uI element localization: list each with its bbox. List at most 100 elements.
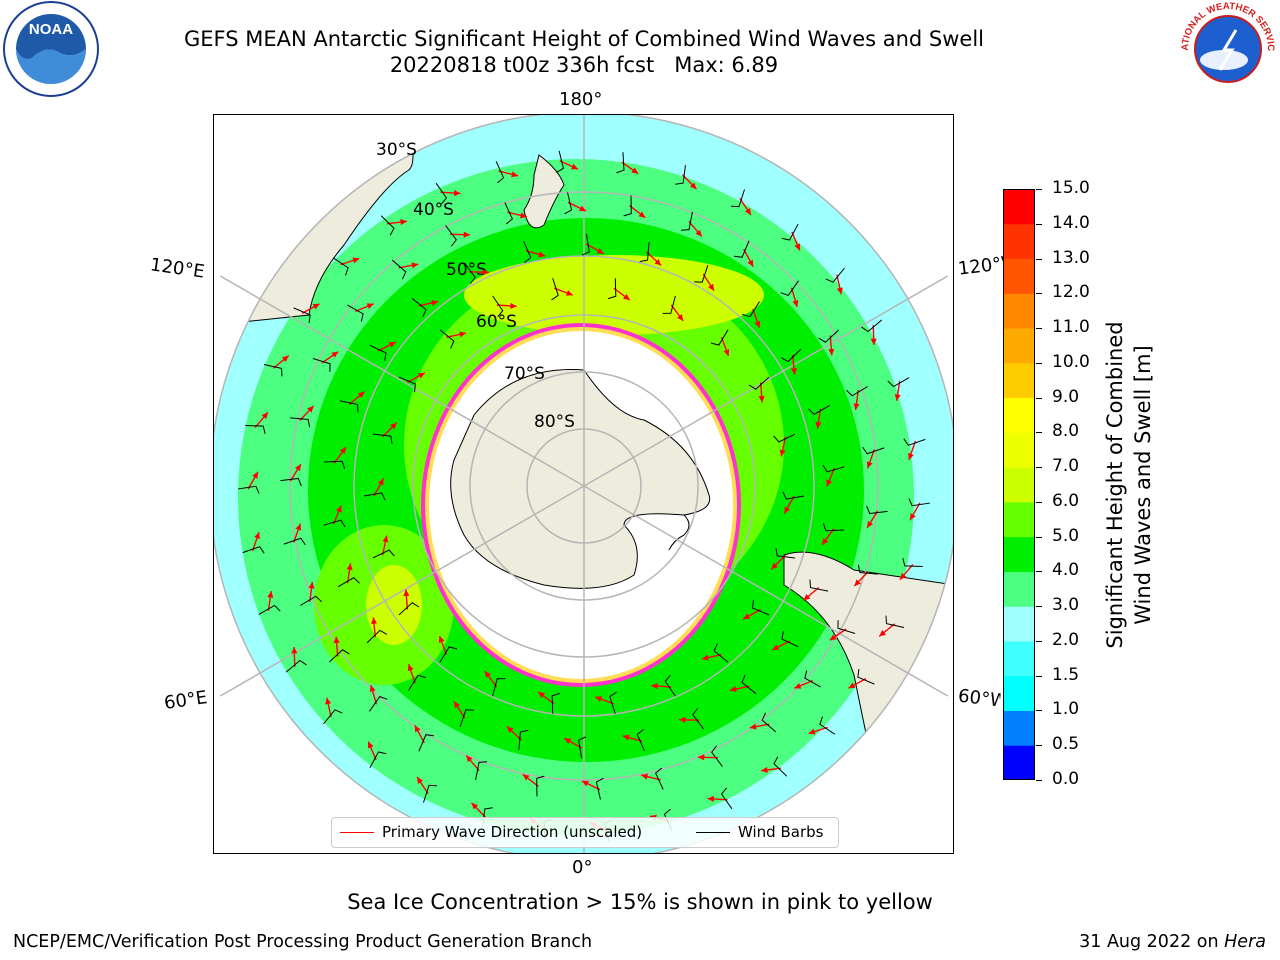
wave-arrowhead: [679, 716, 686, 723]
wind-barb: [398, 602, 420, 616]
wave-arrowhead: [815, 421, 822, 429]
wind-barb: [862, 446, 885, 455]
wave-arrowhead: [352, 257, 360, 264]
wind-barb: [536, 775, 545, 797]
antarctica-landmass: [450, 369, 711, 589]
wind-barb: [902, 557, 923, 568]
wind-barb: [323, 519, 346, 528]
wave-arrowhead: [370, 617, 378, 624]
wave-arrowhead: [417, 372, 425, 379]
colorbar-tick-label: 7.0: [1052, 456, 1080, 477]
colorbar: [1003, 189, 1035, 781]
wave-arrowhead: [411, 262, 419, 269]
legend-barb-label: Wind Barbs: [738, 823, 824, 841]
lon-label-lower-right: 60°W: [956, 685, 1002, 712]
wave-arrowhead: [333, 636, 340, 644]
colorbar-tick-label: 2.0: [1052, 629, 1080, 650]
colorbar-swatch: [1003, 258, 1035, 294]
wind-barb: [710, 329, 729, 346]
wave-arrowhead: [538, 251, 546, 258]
wave-arrowhead: [579, 205, 587, 212]
wave-arrowhead: [771, 562, 778, 570]
wind-barb: [713, 643, 729, 663]
wind-barb: [398, 376, 417, 393]
wave-arrowhead: [836, 287, 843, 295]
colorbar-swatch: [1003, 362, 1035, 399]
wind-barb: [411, 297, 427, 318]
wind-barb: [551, 278, 559, 301]
lon-label-lower-left: 60°E: [162, 687, 209, 714]
wave-field-6to7m: [464, 255, 764, 335]
wave-arrowhead: [894, 394, 901, 401]
wave-arrowhead: [294, 464, 301, 472]
colorbar-swatch: [1003, 501, 1035, 538]
wind-barb: [775, 547, 796, 559]
credit-branch: NCEP/EMC/Verification Post Processing Pr…: [13, 932, 593, 952]
meridian-line: [219, 275, 585, 487]
wave-arrowhead: [779, 449, 786, 457]
wave-arrowhead: [308, 582, 315, 589]
wave-arrowhead: [803, 594, 811, 601]
colorbar-tick-mark: [1036, 640, 1042, 642]
wave-arrowhead: [459, 331, 467, 338]
wind-barb: [694, 264, 709, 283]
wave-arrowhead: [466, 755, 473, 763]
wave-arrowhead: [335, 505, 342, 513]
lon-label-top: 180°: [559, 89, 603, 110]
wind-barb: [423, 784, 438, 803]
wind-barb: [734, 240, 750, 258]
wind-barb: [780, 348, 802, 363]
colorbar-swatch: [1003, 606, 1035, 642]
noaa-logo: NOAA: [2, 0, 100, 98]
wave-arrowhead: [701, 654, 709, 661]
colorbar-swatch: [1003, 536, 1035, 572]
wind-barb: [780, 280, 799, 296]
colorbar-swatch: [1003, 223, 1035, 260]
wind-barb: [363, 492, 386, 501]
wind-barb: [773, 433, 796, 443]
wind-barb: [885, 615, 905, 629]
wave-arrowhead: [295, 523, 302, 531]
wind-barb: [366, 629, 388, 644]
wind-barb: [581, 233, 590, 256]
colorbar-tick-mark: [1036, 606, 1042, 608]
wave-arrowhead: [631, 167, 639, 174]
wind-barb: [903, 438, 926, 446]
colorbar-tick-label: 6.0: [1052, 490, 1080, 511]
wind-barb: [782, 491, 805, 500]
colorbar-swatch: [1003, 432, 1035, 468]
wave-arrowhead: [390, 422, 397, 430]
wave-arrowhead: [866, 461, 873, 469]
colorbar-swatches: [1003, 189, 1035, 781]
wave-arrowhead: [794, 683, 802, 689]
colorbar-tick-label: 12.0: [1052, 282, 1090, 303]
wave-arrowhead: [749, 723, 757, 730]
wind-barb: [372, 433, 393, 445]
colorbar-tick-label: 0.0: [1052, 769, 1080, 789]
wave-arrowhead: [453, 189, 461, 197]
wind-barb: [675, 165, 686, 185]
colorbar-swatch: [1003, 467, 1035, 503]
wind-barb: [636, 729, 645, 752]
wind-barb: [369, 751, 387, 769]
antarctic-peninsula: [668, 514, 690, 551]
colorbar-swatch: [1003, 397, 1035, 433]
wave-arrowhead: [654, 259, 662, 266]
colorbar-label-line1: Significant Height of Combined: [1103, 321, 1127, 648]
wave-arrowhead: [822, 537, 829, 545]
wind-barb: [293, 307, 311, 323]
colorbar-swatch: [1003, 745, 1035, 781]
wave-arrowhead: [677, 314, 684, 321]
wave-arrowhead: [388, 342, 396, 348]
wind-barb: [324, 460, 346, 470]
wind-barb: [237, 485, 260, 494]
chart-subtitle: 20220818 t00z 336h fcst Max: 6.89: [389, 53, 779, 77]
colorbar-tick-mark: [1036, 258, 1042, 260]
wave-arrowhead: [723, 349, 730, 357]
wind-barb: [242, 546, 265, 554]
credit-date-text: 31 Aug 2022 on: [1079, 932, 1225, 952]
wind-barb: [781, 223, 799, 241]
colorbar-tick-mark: [1036, 293, 1042, 295]
wave-arrowhead: [482, 269, 489, 276]
wind-barb: [609, 691, 617, 714]
